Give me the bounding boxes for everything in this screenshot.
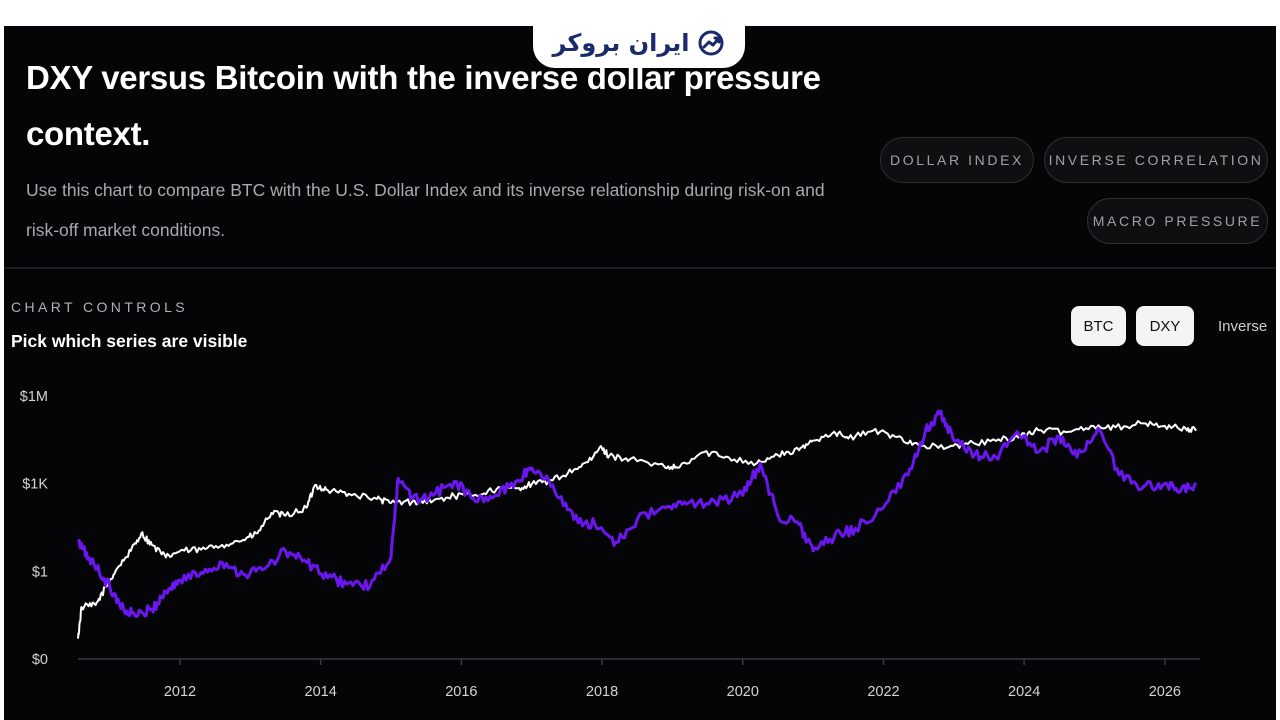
x-tick-label: 2016 bbox=[445, 684, 477, 700]
y-tick-label: $1K bbox=[22, 477, 48, 493]
dxy-btc-chart: $1M$1K$1$0 2012 2014 2016 2018 2020 2022 2024 2… bbox=[20, 389, 1200, 700]
tag-dollar-index[interactable]: DOLLAR INDEX bbox=[880, 137, 1034, 183]
chart-controls-label: CHART CONTROLS bbox=[11, 299, 188, 315]
y-tick-label: $1 bbox=[32, 564, 48, 580]
brand-logo-text: ایران بروکر bbox=[552, 29, 690, 57]
section-divider bbox=[4, 267, 1276, 269]
white-series-line bbox=[77, 420, 1197, 639]
x-tick-label: 2014 bbox=[305, 684, 337, 700]
x-tick-label: 2026 bbox=[1149, 684, 1181, 700]
purple-series-line bbox=[76, 409, 1197, 618]
toggle-inverse[interactable]: Inverse bbox=[1218, 317, 1268, 335]
toggle-dxy[interactable]: DXY bbox=[1136, 306, 1194, 346]
toggle-btc[interactable]: BTC bbox=[1071, 306, 1126, 346]
x-tick-label: 2020 bbox=[727, 684, 759, 700]
page-subtitle: Use this chart to compare BTC with the U… bbox=[26, 180, 825, 240]
chart-controls-subtitle: Pick which series are visible bbox=[11, 331, 248, 351]
y-axis-ticks: $1M $1K $1 $0 bbox=[20, 389, 49, 668]
x-tick-label: 2022 bbox=[867, 684, 899, 700]
chart-card: DXY versus Bitcoin with the inverse doll… bbox=[4, 26, 1276, 720]
x-axis-ticks: 2012 2014 2016 2018 2020 2022 2024 2026 bbox=[164, 659, 1181, 700]
tag-inverse-correlation[interactable]: INVERSE CORRELATION bbox=[1044, 137, 1268, 183]
x-tick-label: 2012 bbox=[164, 684, 196, 700]
y-tick-label: $0 bbox=[32, 652, 48, 668]
tag-macro-pressure[interactable]: MACRO PRESSURE bbox=[1087, 198, 1268, 244]
series-layer bbox=[76, 409, 1197, 639]
brand-logo: ایران بروکر bbox=[533, 18, 745, 68]
x-tick-label: 2018 bbox=[586, 684, 618, 700]
trend-chart-icon bbox=[698, 30, 724, 56]
x-tick-label: 2024 bbox=[1008, 684, 1040, 700]
y-tick-label: $1M bbox=[20, 389, 48, 405]
